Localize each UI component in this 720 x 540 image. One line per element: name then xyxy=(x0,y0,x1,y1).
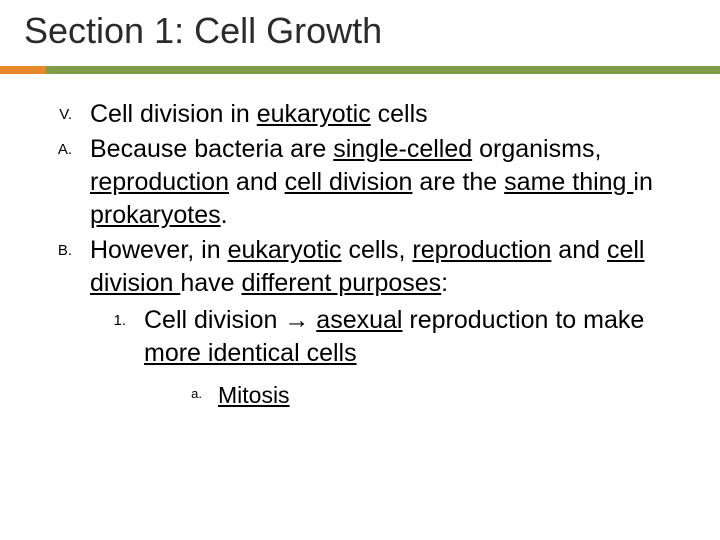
text-span: . xyxy=(221,201,228,229)
item-b1: 1. Cell division → asexual reproduction … xyxy=(28,304,692,370)
text-span: Mitosis xyxy=(218,382,290,408)
text-span: organisms, xyxy=(472,135,601,163)
text-span: : xyxy=(441,269,448,297)
accent-bar-left xyxy=(0,66,46,74)
item-b-marker: B. xyxy=(58,234,72,259)
text-span: cells, xyxy=(342,236,413,264)
item-v: V. Cell division in eukaryotic cells xyxy=(28,98,692,131)
text-span: prokaryotes xyxy=(90,201,221,229)
text-span: same thing xyxy=(504,168,633,196)
item-v-marker: V. xyxy=(59,98,72,123)
text-span: cell division xyxy=(285,168,413,196)
text-span: in xyxy=(633,168,652,196)
item-a-marker: A. xyxy=(58,133,72,158)
text-span: have xyxy=(180,269,241,297)
accent-bar-right xyxy=(46,66,720,74)
item-b1a: a. Mitosis xyxy=(28,380,692,410)
text-span: Cell division in xyxy=(90,100,257,128)
item-b: B. However, in eukaryotic cells, reprodu… xyxy=(28,234,692,300)
text-span: different purposes xyxy=(242,269,442,297)
text-span: cells xyxy=(371,100,428,128)
text-span: asexual xyxy=(316,306,402,334)
item-v-text: Cell division in eukaryotic cells xyxy=(90,98,692,131)
text-span: and xyxy=(229,168,285,196)
text-span: However, in xyxy=(90,236,228,264)
item-a: A. Because bacteria are single-celled or… xyxy=(28,133,692,232)
item-b-text: However, in eukaryotic cells, reproducti… xyxy=(90,234,692,300)
text-span: reproduction xyxy=(90,168,229,196)
item-a-text: Because bacteria are single-celled organ… xyxy=(90,133,692,232)
text-span: reproduction to make xyxy=(402,306,644,334)
text-span: are the xyxy=(412,168,504,196)
item-b1a-text: Mitosis xyxy=(218,380,692,410)
arrow-icon: → xyxy=(284,306,309,334)
slide-content: V. Cell division in eukaryotic cells A. … xyxy=(0,74,720,410)
item-b1a-marker: a. xyxy=(191,380,202,401)
accent-bar xyxy=(0,66,720,74)
text-span: single-celled xyxy=(333,135,472,163)
text-span: eukaryotic xyxy=(257,100,371,128)
text-span: Cell division xyxy=(144,306,284,334)
text-span: Because bacteria are xyxy=(90,135,333,163)
text-span: eukaryotic xyxy=(228,236,342,264)
text-span: more identical cells xyxy=(144,339,357,367)
item-b1-marker: 1. xyxy=(113,304,126,329)
item-b1-text: Cell division → asexual reproduction to … xyxy=(144,304,692,370)
text-span: and xyxy=(551,236,607,264)
slide-title: Section 1: Cell Growth xyxy=(24,10,696,52)
text-span: reproduction xyxy=(412,236,551,264)
